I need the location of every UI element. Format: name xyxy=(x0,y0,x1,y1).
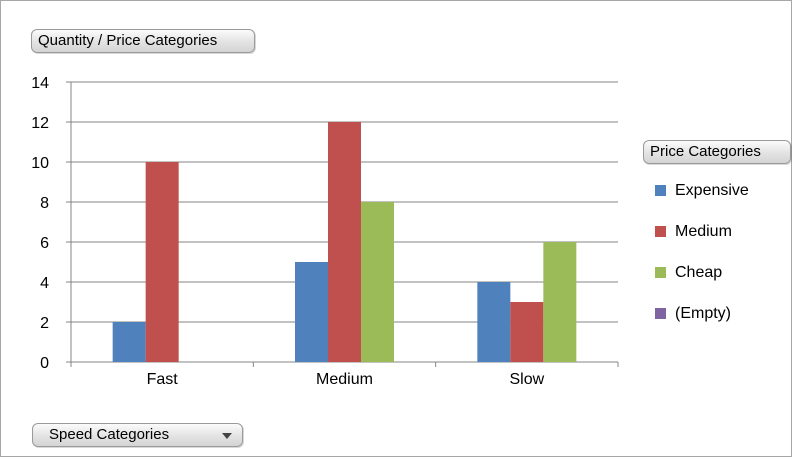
x-tick-label: Fast xyxy=(147,371,179,388)
axis-field-label: Speed Categories xyxy=(49,426,170,443)
y-tick-label: 0 xyxy=(40,355,49,372)
legend-field-button[interactable]: Price Categories xyxy=(643,140,791,164)
legend-label: (Empty) xyxy=(675,305,731,322)
legend-swatch xyxy=(655,267,666,278)
y-tick-label: 8 xyxy=(40,195,49,212)
bar xyxy=(295,262,328,362)
y-tick-label: 10 xyxy=(31,155,49,172)
bar xyxy=(543,242,577,362)
y-tick-label: 6 xyxy=(40,235,49,252)
y-tick-label: 2 xyxy=(40,315,49,332)
legend-label: Cheap xyxy=(675,264,723,281)
y-tick-label: 12 xyxy=(31,115,49,132)
legend-swatch xyxy=(655,226,666,237)
legend-swatch xyxy=(655,185,666,196)
bar xyxy=(112,322,146,362)
bar xyxy=(328,122,361,362)
axis-field-button[interactable]: Speed Categories xyxy=(32,423,243,447)
bar xyxy=(477,282,511,362)
legend-label: Medium xyxy=(675,223,732,240)
bar xyxy=(510,302,544,362)
legend-field-label: Price Categories xyxy=(650,143,761,160)
chevron-down-icon[interactable] xyxy=(222,433,232,439)
bar xyxy=(361,202,394,362)
x-tick-label: Slow xyxy=(509,371,544,388)
y-tick-label: 14 xyxy=(31,75,49,92)
legend-swatch xyxy=(655,308,666,319)
y-tick-label: 4 xyxy=(40,275,49,292)
bar xyxy=(145,162,179,362)
data-field-button[interactable]: Quantity / Price Categories xyxy=(31,29,255,53)
legend-label: Expensive xyxy=(675,182,749,199)
x-tick-label: Medium xyxy=(316,371,373,388)
